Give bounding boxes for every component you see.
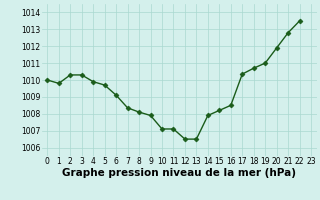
X-axis label: Graphe pression niveau de la mer (hPa): Graphe pression niveau de la mer (hPa)	[62, 168, 296, 178]
